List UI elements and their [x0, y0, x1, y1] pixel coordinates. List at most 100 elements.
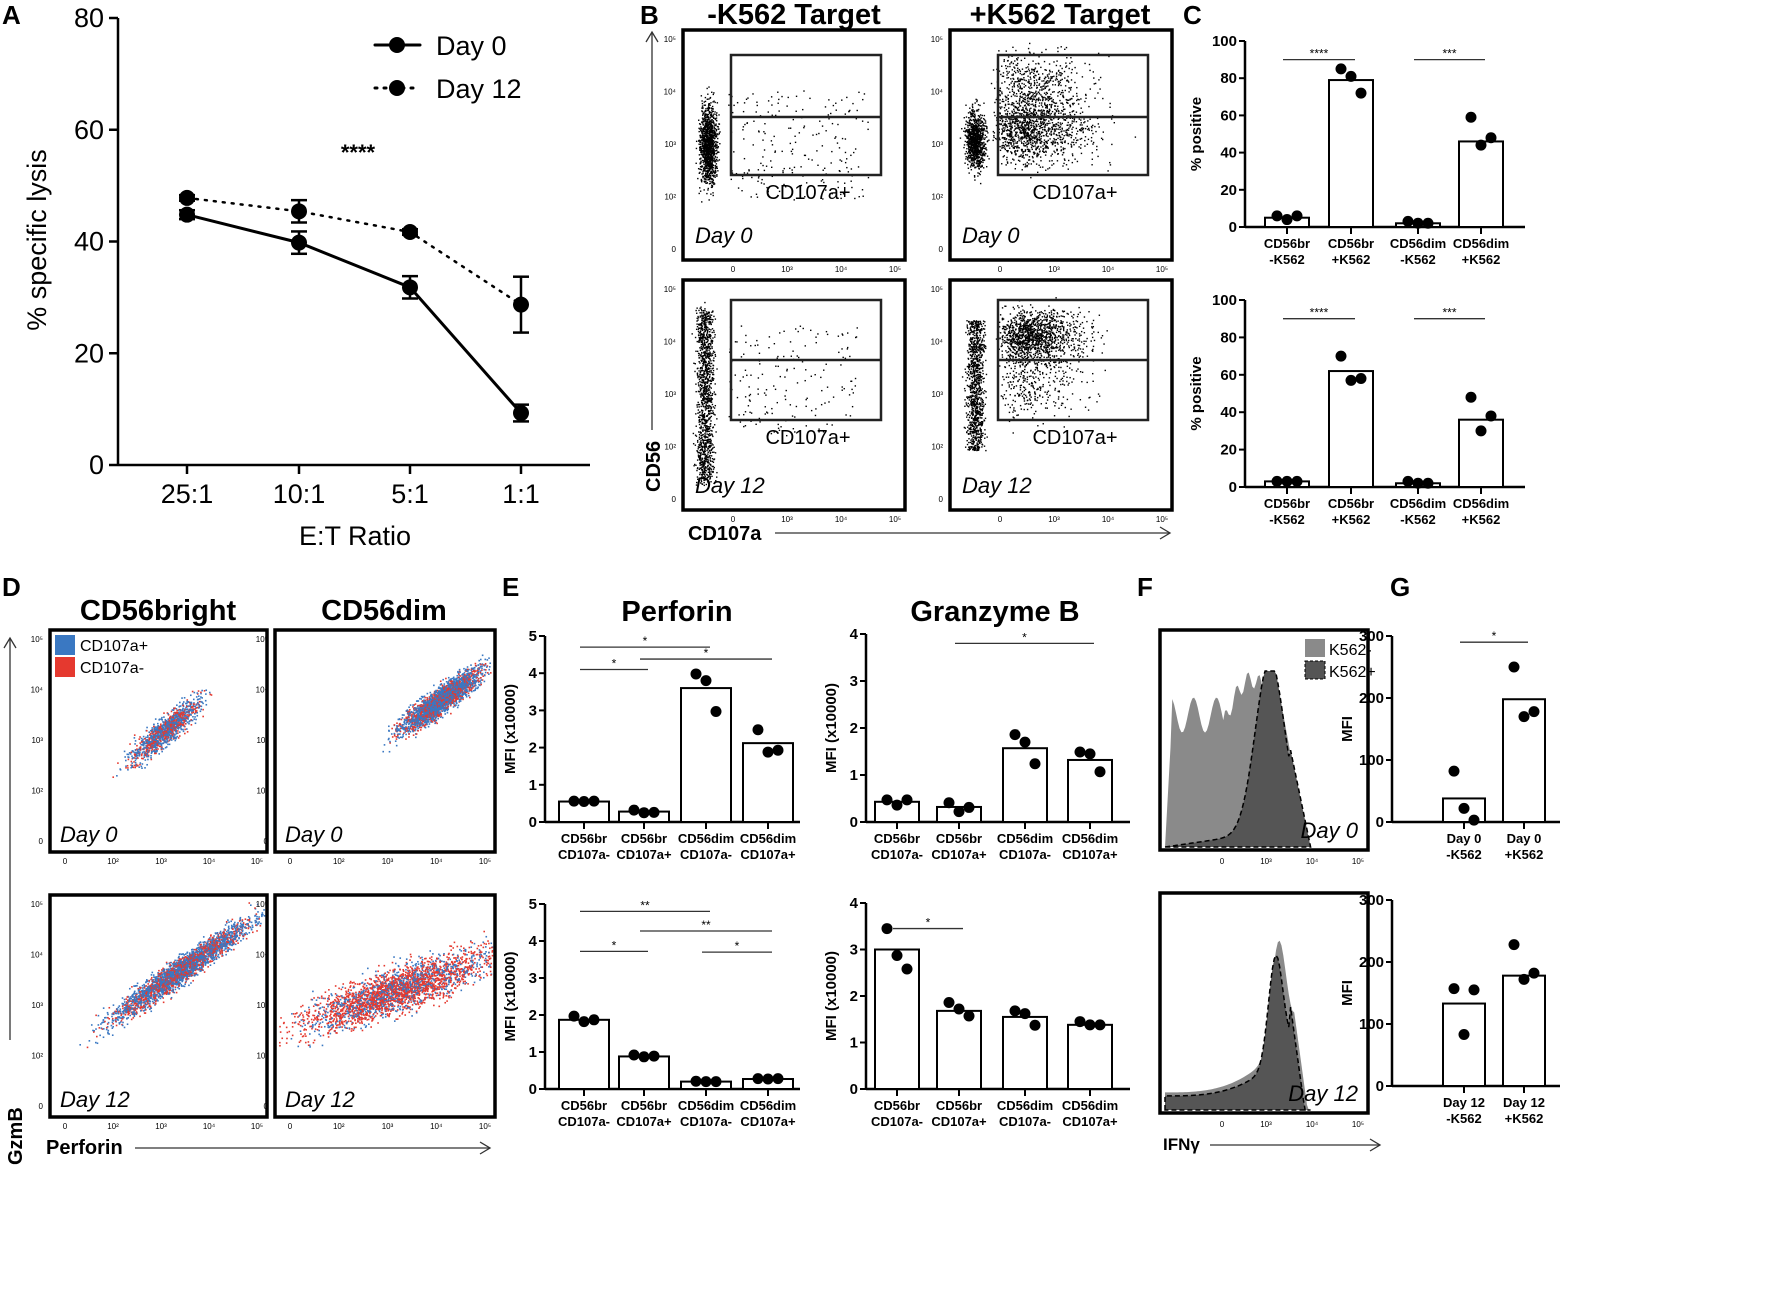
flow-event [793, 166, 796, 169]
flow-event [1080, 128, 1082, 130]
flow-event [1026, 114, 1028, 117]
flow-event [1043, 128, 1046, 131]
bar-y-tick-label: 60 [1220, 367, 1237, 384]
flow-event [1058, 80, 1060, 83]
bar-category-label: CD107a+ [740, 1114, 796, 1129]
flow-event [1064, 48, 1066, 51]
flow-event [1079, 124, 1082, 126]
flow-event [1058, 132, 1060, 134]
flow-event [1010, 114, 1013, 117]
flow-event [1060, 91, 1063, 94]
flow-event [696, 459, 699, 461]
flow-event [708, 336, 711, 338]
flow-event [1071, 161, 1074, 164]
flow-event [704, 125, 706, 128]
flow-event [984, 125, 986, 127]
flow-event [1049, 79, 1052, 82]
flow-event [709, 130, 711, 133]
flow-event [704, 145, 706, 148]
flow-event [1067, 124, 1069, 126]
flow-event [964, 153, 966, 155]
flow-event [971, 135, 973, 138]
flow-event [1010, 82, 1012, 84]
flow-event [1032, 120, 1035, 122]
bar-data-point [762, 746, 774, 758]
flow-event [977, 151, 980, 153]
bar-y-tick-label: 80 [1220, 329, 1237, 346]
flow-event [975, 120, 978, 122]
flow-event [706, 124, 709, 126]
flow-event [712, 125, 714, 127]
flow-event [1002, 127, 1005, 129]
flow-event [1054, 125, 1056, 127]
flow-event [1004, 143, 1007, 146]
flow-event [1024, 131, 1026, 134]
flow-event [704, 135, 706, 137]
flow-event [1034, 67, 1037, 69]
flow-event [969, 166, 972, 168]
flow-event [1056, 141, 1059, 144]
flow-event [975, 141, 977, 143]
flow-event [705, 389, 707, 392]
flow-event [1011, 90, 1014, 92]
flow-event [986, 155, 989, 157]
flow-event [969, 161, 971, 163]
bar-data-point [1448, 983, 1460, 995]
a-y-tick-label: 80 [74, 3, 104, 33]
flow-event [1047, 75, 1049, 78]
flow-event [831, 424, 833, 426]
flow-event [701, 148, 703, 150]
flow-event [1071, 122, 1073, 124]
flow-event [758, 417, 761, 420]
flow-event [713, 134, 716, 137]
flow-event [705, 162, 707, 165]
flow-event [704, 178, 706, 180]
flow-event [704, 149, 706, 151]
flow-event [1053, 105, 1056, 107]
flow-event [1067, 99, 1070, 101]
flow-event [1038, 105, 1040, 107]
flow-event [840, 197, 842, 200]
flow-event [712, 167, 715, 169]
flow-event [781, 196, 784, 198]
flow-event [704, 164, 706, 166]
flow-event [1001, 147, 1003, 149]
flow-event [1049, 109, 1051, 111]
flow-event [1039, 86, 1042, 88]
flow-event [1080, 137, 1083, 140]
flow-event [718, 123, 720, 125]
flow-event [1007, 122, 1010, 125]
flow-event [700, 150, 703, 152]
flow-event [703, 121, 705, 123]
flow-event [702, 155, 704, 157]
flow-event [716, 112, 718, 114]
flow-event [705, 128, 707, 131]
flow-event [706, 363, 709, 365]
flow-event [1024, 121, 1026, 123]
flow-event [1018, 128, 1021, 131]
flow-event [715, 136, 718, 138]
flow-event [718, 128, 720, 130]
flow-event [1044, 120, 1046, 122]
flow-event [699, 367, 702, 370]
bar-data-point [1528, 967, 1540, 979]
flow-event [975, 149, 978, 152]
bar-category-label: -K562 [1446, 1111, 1481, 1126]
flow-event [1042, 110, 1045, 112]
flow-event [704, 130, 707, 132]
flow-event [1054, 79, 1057, 81]
bar-category-label: CD56br [621, 1098, 667, 1113]
flow-event [708, 156, 710, 158]
flow-event [700, 442, 703, 445]
flow-event [1006, 145, 1008, 147]
flow-event [981, 133, 983, 135]
flow-event [1016, 64, 1018, 67]
flow-event [1037, 73, 1040, 75]
flow-event [697, 315, 699, 318]
flow-event [979, 173, 981, 176]
flow-event [978, 119, 980, 121]
flow-event [1028, 163, 1030, 165]
flow-event [970, 143, 973, 145]
flow-event [1018, 90, 1020, 92]
flow-event [1038, 153, 1040, 156]
